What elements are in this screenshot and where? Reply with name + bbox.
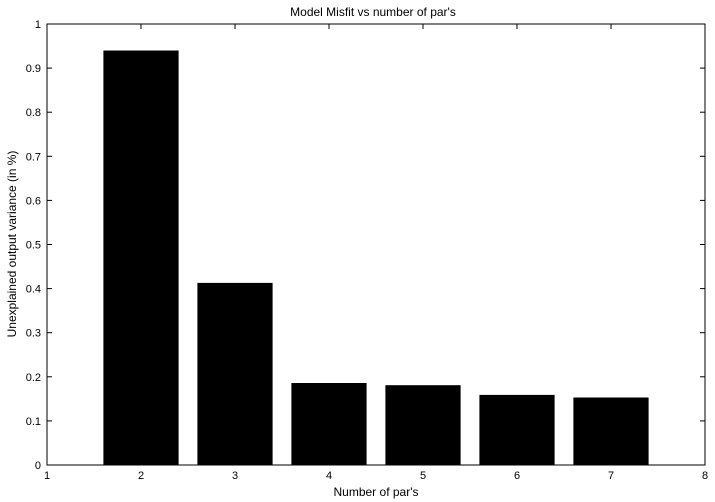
y-tick-label: 0.2 (26, 372, 41, 384)
x-tick-label: 5 (420, 470, 426, 482)
x-tick-label: 3 (232, 470, 238, 482)
y-tick-label: 1 (35, 19, 41, 31)
bar-2 (103, 50, 179, 465)
x-tick-label: 1 (44, 470, 50, 482)
y-tick-label: 0.6 (26, 195, 41, 207)
y-tick-label: 0.8 (26, 107, 41, 119)
x-tick-label: 8 (702, 470, 708, 482)
x-axis-ticks: 1 2 3 4 5 6 7 8 (44, 24, 708, 482)
y-tick-label: 0 (35, 460, 41, 472)
bar-4 (291, 383, 367, 465)
y-tick-label: 0.1 (26, 416, 41, 428)
bar-7 (573, 397, 649, 465)
y-tick-label: 0.7 (26, 151, 41, 163)
x-tick-label: 2 (138, 470, 144, 482)
x-tick-label: 4 (326, 470, 332, 482)
chart-title: Model Misfit vs number of par's (290, 5, 456, 19)
y-tick-label: 0.4 (26, 284, 41, 296)
y-tick-label: 0.5 (26, 240, 41, 252)
bar-5 (385, 385, 461, 465)
bar-3 (197, 282, 273, 465)
y-tick-label: 0.9 (26, 63, 41, 75)
bar-6 (479, 394, 555, 465)
y-axis-label: Unexplained output variance (in %) (5, 151, 19, 338)
bars-group (103, 50, 649, 465)
x-axis-label: Number of par's (334, 485, 419, 499)
y-tick-label: 0.3 (26, 328, 41, 340)
x-tick-label: 6 (514, 470, 520, 482)
x-tick-label: 7 (608, 470, 614, 482)
y-axis-ticks: 0 0.1 0.2 0.3 0.4 0.5 0.6 0.7 0.8 0.9 1 (26, 19, 705, 472)
